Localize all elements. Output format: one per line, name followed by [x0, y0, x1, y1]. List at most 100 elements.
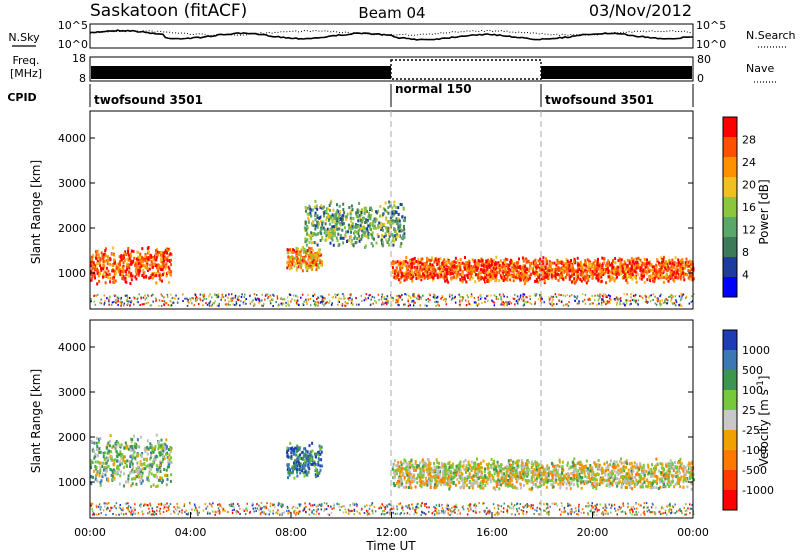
- data-cell: [461, 280, 464, 284]
- data-cell: [467, 460, 470, 464]
- data-cell: [93, 456, 96, 460]
- data-cell: [314, 257, 317, 261]
- data-cell: [605, 303, 607, 306]
- data-cell: [124, 269, 127, 273]
- data-cell: [324, 302, 326, 305]
- data-cell: [393, 234, 396, 238]
- data-cell: [571, 269, 574, 273]
- data-cell: [589, 298, 591, 301]
- data-cell: [506, 278, 509, 282]
- data-cell: [117, 268, 120, 271]
- data-cell: [591, 294, 593, 297]
- data-cell: [128, 257, 131, 261]
- data-cell: [457, 274, 460, 278]
- data-cell: [551, 261, 554, 265]
- data-cell: [139, 255, 142, 259]
- data-cell: [679, 269, 682, 273]
- data-cell: [159, 445, 162, 449]
- data-cell: [441, 264, 444, 268]
- data-cell: [490, 257, 493, 261]
- data-cell: [307, 298, 310, 301]
- data-cell: [474, 280, 477, 284]
- cpid-segment-2: normal 150: [395, 82, 472, 96]
- data-cell: [591, 302, 594, 305]
- data-cell: [317, 255, 320, 259]
- data-cell: [258, 301, 260, 304]
- data-cell: [515, 267, 518, 271]
- data-cell: [129, 445, 132, 449]
- data-cell: [147, 246, 150, 249]
- data-cell: [689, 277, 692, 281]
- data-cell: [389, 222, 392, 226]
- data-cell: [539, 267, 542, 271]
- data-cell: [140, 481, 143, 485]
- data-cell: [328, 293, 330, 296]
- data-cell: [495, 277, 498, 281]
- data-cell: [539, 257, 542, 261]
- data-cell: [267, 297, 269, 300]
- data-cell: [305, 207, 308, 211]
- data-cell: [409, 263, 412, 267]
- data-cell: [665, 273, 668, 277]
- data-cell: [444, 279, 447, 283]
- data-cell: [293, 264, 296, 268]
- data-cell: [381, 303, 383, 306]
- data-cell: [486, 481, 489, 485]
- noise-search-label: N.Search: [746, 29, 796, 42]
- data-cell: [311, 232, 314, 235]
- data-cell: [337, 214, 340, 218]
- data-cell: [469, 475, 472, 479]
- data-cell: [631, 476, 634, 480]
- data-cell: [596, 303, 598, 306]
- data-cell: [147, 447, 150, 451]
- data-cell: [620, 299, 622, 302]
- data-cell: [481, 269, 484, 273]
- data-cell: [494, 464, 497, 468]
- data-cell: [162, 479, 164, 483]
- data-cell: [330, 303, 333, 306]
- data-cell: [491, 277, 494, 280]
- data-cell: [162, 262, 165, 266]
- data-cell: [122, 277, 125, 281]
- data-cell: [148, 470, 151, 474]
- data-cell: [317, 472, 320, 476]
- data-cell: [659, 295, 661, 298]
- data-cell: [127, 247, 130, 250]
- data-cell: [469, 303, 472, 306]
- data-cell: [130, 437, 132, 441]
- data-cell: [601, 298, 603, 301]
- data-cell: [510, 275, 513, 279]
- data-cell: [449, 470, 452, 473]
- data-cell: [336, 225, 339, 229]
- data-cell: [310, 458, 313, 462]
- data-cell: [378, 298, 380, 301]
- data-cell: [554, 274, 557, 278]
- data-cell: [631, 273, 634, 277]
- data-cell: [548, 296, 550, 299]
- data-cell: [272, 293, 274, 296]
- data-cell: [470, 293, 473, 296]
- data-cell: [429, 265, 432, 269]
- data-cell: [110, 455, 113, 459]
- data-cell: [356, 237, 358, 241]
- data-cell: [534, 293, 536, 296]
- data-cell: [315, 254, 318, 258]
- data-cell: [143, 448, 146, 452]
- data-cell: [335, 236, 338, 240]
- data-cell: [617, 265, 620, 269]
- data-cell: [654, 302, 657, 305]
- data-cell: [306, 266, 309, 270]
- data-cell: [119, 445, 122, 449]
- data-cell: [466, 262, 469, 266]
- data-cell: [688, 264, 691, 268]
- data-cell: [514, 293, 516, 296]
- data-cell: [304, 470, 307, 474]
- data-cell: [139, 473, 142, 476]
- data-cell: [337, 216, 340, 220]
- data-cell: [258, 299, 261, 302]
- data-cell: [381, 223, 384, 227]
- data-cell: [495, 266, 498, 270]
- data-cell: [523, 484, 525, 487]
- data-cell: [194, 294, 197, 296]
- data-cell: [462, 296, 465, 299]
